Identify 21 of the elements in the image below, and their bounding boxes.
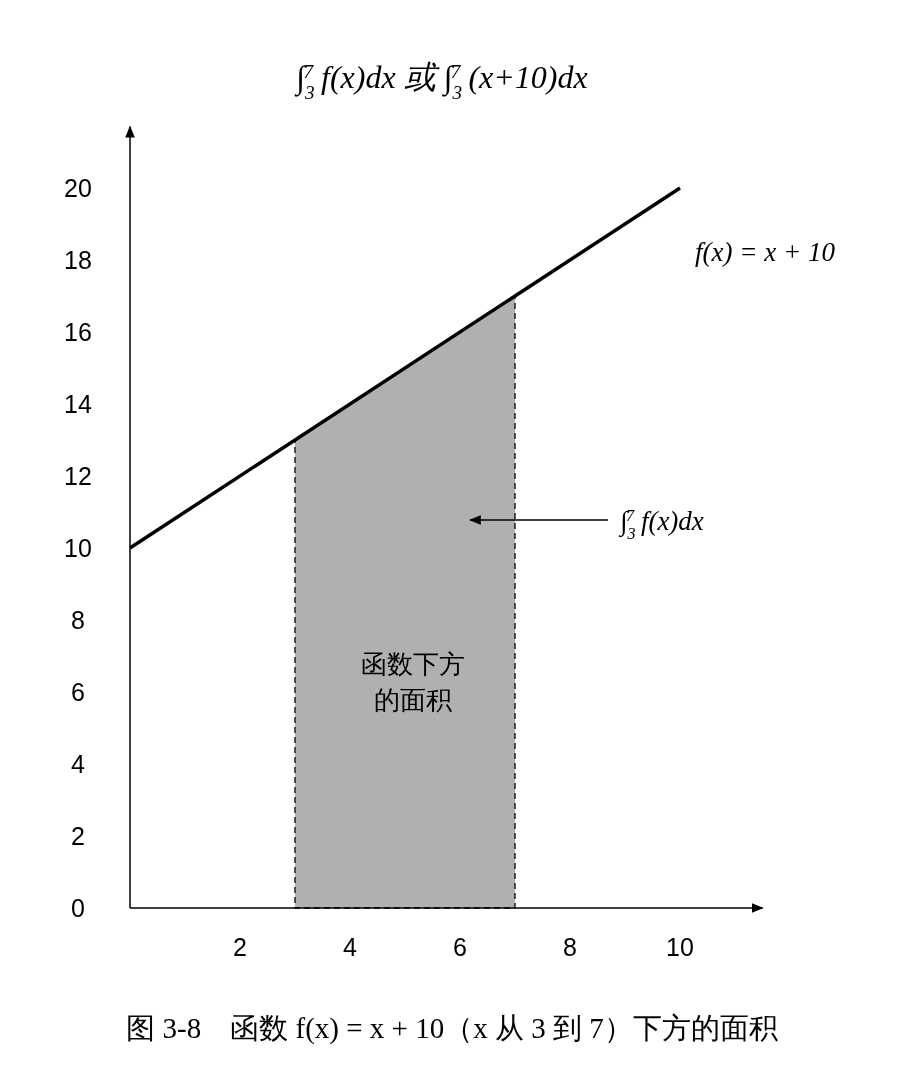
- annotation: 函数下方的面积: [361, 649, 465, 715]
- y-tick-label: 14: [64, 389, 92, 418]
- y-tick-label: 8: [71, 605, 85, 634]
- y-tick-label: 18: [64, 245, 92, 274]
- chart-title: ∫$_{3}$$^{7}$ f(x)dx 或 ∫$_{3}$$^{7}$ (x+10)dx: [294, 59, 588, 103]
- y-tick-label: 6: [71, 677, 85, 706]
- y-tick-label: 10: [64, 533, 92, 562]
- x-tick-label: 2: [233, 933, 247, 961]
- y-tick-label: 0: [71, 893, 85, 922]
- y-tick-label: 12: [64, 461, 92, 490]
- y-tick-label: 2: [71, 821, 85, 850]
- series-label: f(x) = x + 10: [695, 237, 836, 267]
- x-tick-label: 10: [666, 933, 694, 961]
- y-tick-label: 16: [64, 317, 92, 346]
- x-tick-label: 4: [343, 933, 358, 961]
- y-tick-label: 4: [71, 749, 86, 778]
- x-tick-label: 6: [453, 933, 467, 961]
- x-tick-label: 8: [563, 933, 577, 961]
- annotation: ∫$_{3}$$^{7}$ f(x)dx: [618, 506, 704, 543]
- y-tick-label: 20: [64, 173, 92, 202]
- caption: 图 3-8 函数 f(x) = x + 10（x 从 3 到 7）下方的面积: [126, 1012, 778, 1045]
